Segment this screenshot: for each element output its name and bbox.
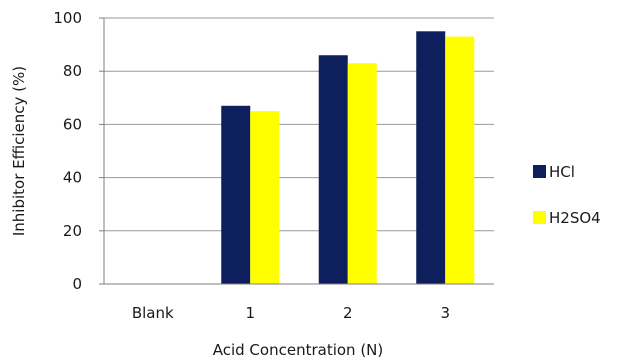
- x-tick-label: 1: [245, 304, 255, 322]
- y-tick-label: 80: [63, 62, 82, 80]
- bar-h2so4-3: [445, 36, 475, 285]
- y-tick-label: 0: [72, 275, 82, 293]
- x-tick-label: Blank: [132, 304, 174, 322]
- legend-swatch-hcl: [533, 165, 546, 178]
- x-tick-label: 2: [343, 304, 353, 322]
- legend: HCl H2SO4: [533, 163, 601, 227]
- bar-h2so4-2: [347, 63, 377, 284]
- bar-hcl-3: [416, 31, 446, 284]
- axes: [99, 17, 494, 285]
- bar-hcl-2: [318, 55, 348, 284]
- y-tick-label: 20: [63, 222, 82, 240]
- legend-swatch-h2so4: [533, 211, 546, 224]
- legend-label-h2so4: H2SO4: [549, 209, 601, 227]
- y-tick-label: 40: [63, 169, 82, 187]
- y-tick-label: 100: [53, 9, 82, 27]
- x-tick-labels: Blank 1 2 3: [132, 304, 450, 322]
- y-tick-label: 60: [63, 115, 82, 133]
- x-tick-label: 3: [440, 304, 450, 322]
- bar-hcl-1: [221, 105, 251, 284]
- x-axis-title: Acid Concentration (N): [213, 341, 384, 358]
- y-axis-title: Inhibitor Efficiency (%): [10, 66, 28, 236]
- legend-label-hcl: HCl: [549, 163, 575, 181]
- y-tick-labels: 0 20 40 60 80 100: [53, 9, 82, 293]
- bars: [221, 31, 475, 285]
- bar-h2so4-1: [250, 111, 280, 284]
